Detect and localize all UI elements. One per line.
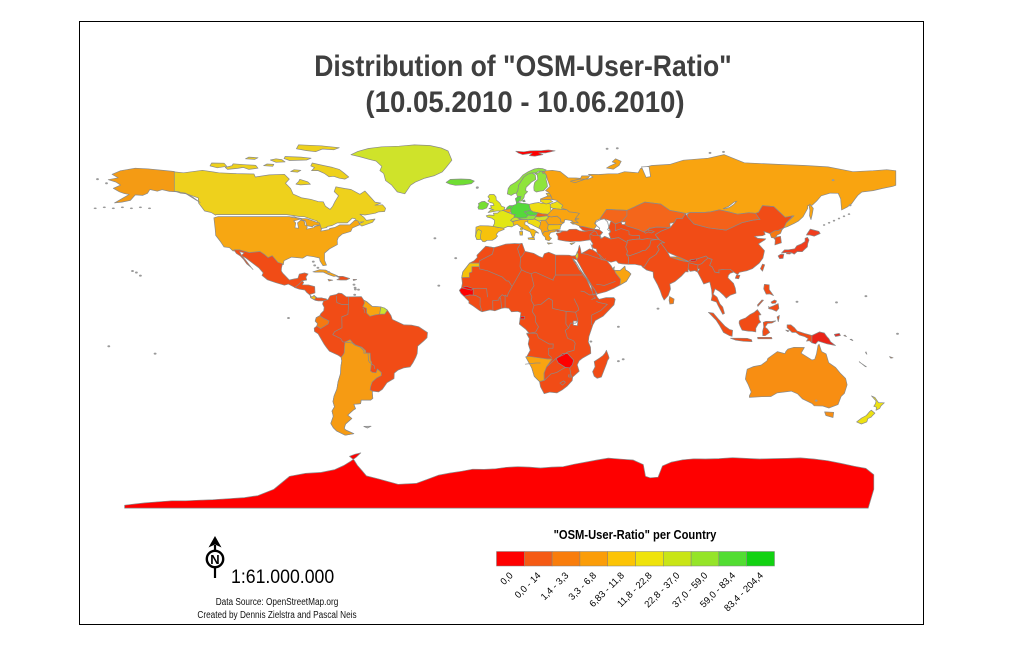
svg-text:N: N <box>210 552 219 567</box>
svg-text:1,4 - 3,3: 1,4 - 3,3 <box>539 570 571 602</box>
svg-text:0,0: 0,0 <box>498 570 515 587</box>
